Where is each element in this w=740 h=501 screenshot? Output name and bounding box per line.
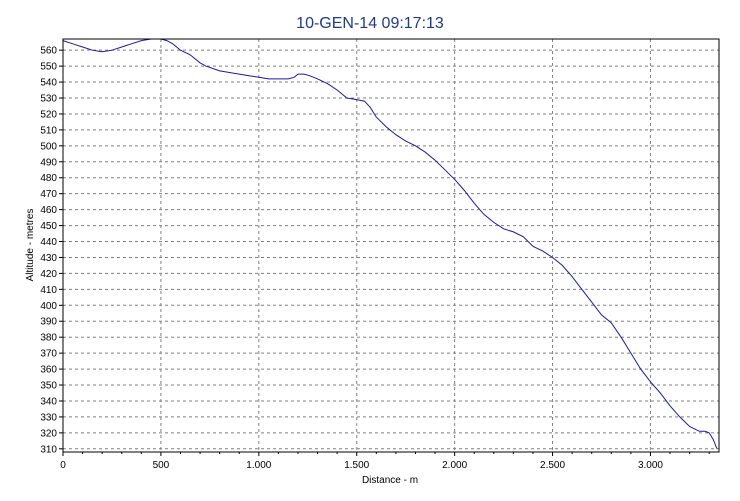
- y-tick-label: 350: [40, 381, 57, 392]
- y-tick-label: 320: [40, 428, 57, 439]
- x-axis-label: Distance - m: [362, 475, 418, 486]
- y-tick-label: 540: [40, 78, 57, 89]
- x-tick-label: 1.500: [344, 460, 369, 471]
- y-tick-label: 340: [40, 396, 57, 407]
- y-tick-label: 360: [40, 365, 57, 376]
- y-tick-label: 390: [40, 317, 57, 328]
- y-tick-label: 520: [40, 109, 57, 120]
- x-axis-ticks: 0 500 1.000 1.500 2.000 2.500 3.000: [60, 452, 710, 471]
- x-tick-label: 0: [60, 460, 66, 471]
- y-tick-label: 370: [40, 349, 57, 360]
- y-tick-label: 410: [40, 285, 57, 296]
- x-tick-label: 1.000: [246, 460, 271, 471]
- y-tick-label: 430: [40, 253, 57, 264]
- grid-lines: [62, 39, 719, 452]
- y-tick-label: 310: [40, 444, 57, 455]
- y-axis-ticks: 310 320 330 340 350 360 370 380 390 400 410 420 430 4…: [40, 46, 63, 455]
- plot-area-frame: [62, 38, 720, 453]
- y-tick-label: 440: [40, 237, 57, 248]
- y-tick-label: 330: [40, 412, 57, 423]
- y-tick-label: 420: [40, 269, 57, 280]
- y-tick-label: 480: [40, 173, 57, 184]
- y-tick-label: 560: [40, 46, 57, 57]
- x-tick-label: 3.000: [638, 460, 663, 471]
- y-tick-label: 450: [40, 221, 57, 232]
- y-tick-label: 500: [40, 141, 57, 152]
- y-tick-label: 550: [40, 62, 57, 73]
- y-tick-label: 380: [40, 333, 57, 344]
- y-tick-label: 510: [40, 125, 57, 136]
- x-tick-label: 2.500: [540, 460, 565, 471]
- y-tick-label: 400: [40, 301, 57, 312]
- y-tick-label: 490: [40, 157, 57, 168]
- altitude-series-line: [62, 38, 718, 449]
- y-axis-label: Altitude - metres: [25, 209, 36, 282]
- y-tick-label: 470: [40, 189, 57, 200]
- x-tick-label: 2.000: [442, 460, 467, 471]
- chart-title: 10-GEN-14 09:17:13: [296, 15, 444, 32]
- y-tick-label: 460: [40, 205, 57, 216]
- y-tick-label: 530: [40, 94, 57, 105]
- x-tick-label: 500: [153, 460, 170, 471]
